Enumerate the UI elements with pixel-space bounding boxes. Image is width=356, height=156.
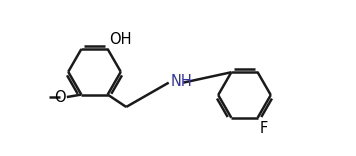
Text: OH: OH: [109, 32, 132, 47]
Text: O: O: [54, 90, 65, 105]
Text: NH: NH: [170, 74, 192, 89]
Text: F: F: [260, 121, 268, 136]
